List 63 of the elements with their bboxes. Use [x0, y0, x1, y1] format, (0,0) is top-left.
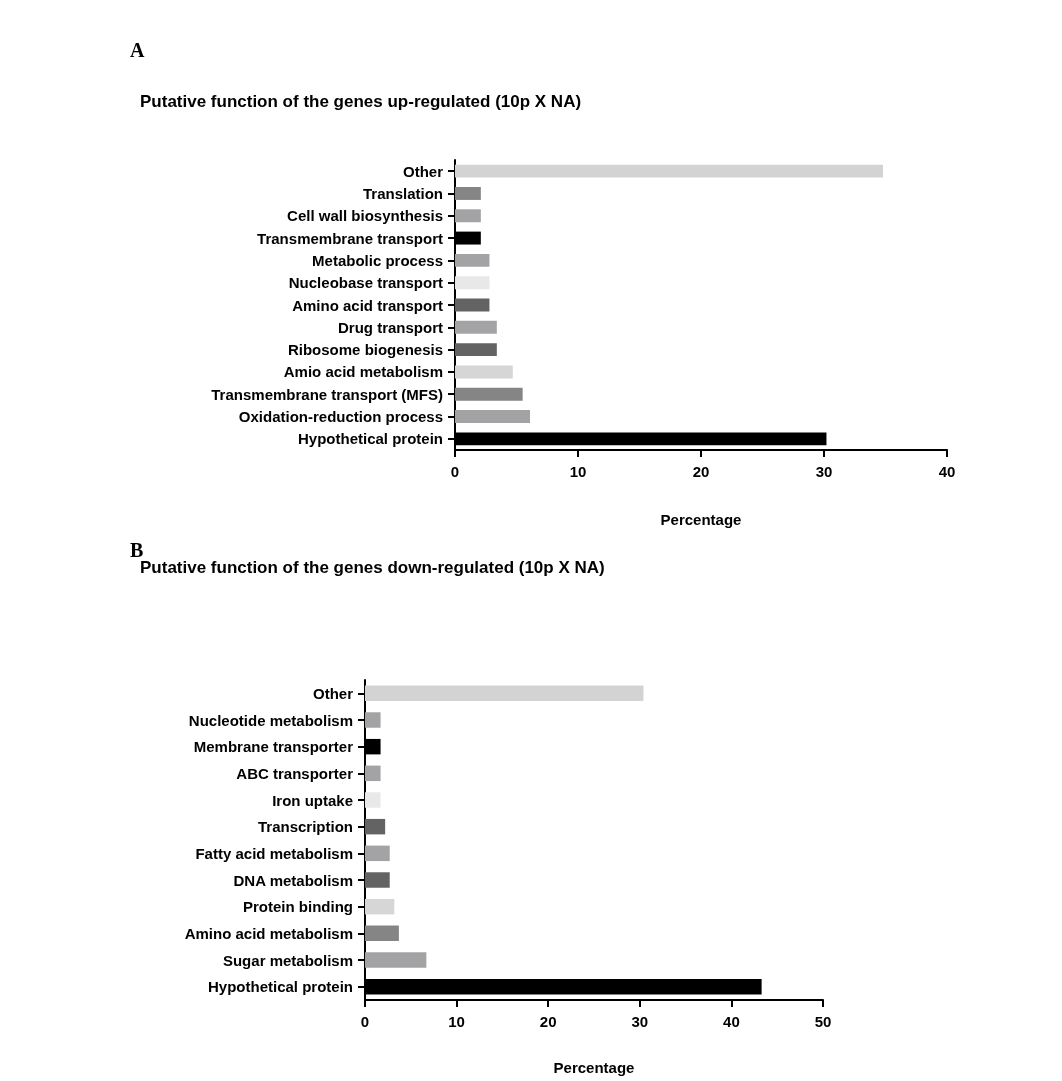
bar: [455, 343, 497, 357]
y-tick-label: Amio acid metabolism: [283, 363, 443, 381]
y-tick-label: Amino acid transport: [292, 296, 443, 314]
bar: [455, 276, 490, 290]
x-tick-label: 10: [448, 1013, 465, 1030]
bar: [365, 712, 381, 728]
bar: [365, 685, 644, 702]
y-tick-label: Cell wall biosynthesis: [287, 207, 443, 225]
bar: [365, 818, 386, 835]
x-tick-label: 30: [631, 1013, 649, 1030]
y-tick-label: Other: [402, 162, 444, 180]
bar: [365, 765, 381, 782]
bar: [365, 952, 427, 968]
y-tick-label: Iron uptake: [272, 791, 353, 809]
bar: [455, 253, 490, 267]
y-tick-label: Drug transport: [338, 318, 443, 336]
bar: [455, 410, 531, 424]
bar: [365, 792, 381, 808]
bar: [455, 298, 490, 312]
y-tick-label: DNA metabolism: [233, 871, 353, 889]
y-tick-label: Fatty acid metabolism: [195, 844, 353, 862]
y-tick-label: Protein binding: [243, 898, 353, 916]
y-tick-label: Amino acid metabolism: [184, 924, 353, 942]
bar: [365, 898, 395, 915]
bar: [455, 365, 513, 379]
y-tick-label: Hypothetical protein: [297, 430, 443, 448]
x-tick-label: 10: [569, 463, 587, 480]
x-axis-title: Percentage: [553, 1059, 635, 1076]
x-tick-label: 0: [360, 1013, 370, 1030]
bar: [455, 387, 523, 401]
text: A: [130, 39, 145, 61]
x-tick-label: 0: [450, 463, 460, 480]
y-tick-label: Transcription: [257, 818, 353, 836]
bar: [455, 164, 884, 178]
x-axis-title: Percentage: [660, 511, 742, 528]
y-tick-label: Oxidation-reduction process: [238, 408, 443, 426]
y-tick-label: Hypothetical protein: [207, 978, 353, 996]
y-tick-label: Nucleobase transport: [288, 274, 443, 292]
chart-title: Putative function of the genes down-regulated (10p X NA): [140, 558, 605, 577]
bar: [365, 925, 399, 942]
y-tick-label: Membrane transporter: [193, 738, 354, 756]
bar: [455, 209, 481, 223]
bar: [365, 872, 390, 888]
x-tick-label: 20: [692, 463, 710, 480]
y-tick-label: ABC transporter: [236, 764, 354, 782]
chart-title: Putative function of the genes up-regulated (10p X NA): [140, 92, 582, 111]
y-tick-label: Metabolic process: [312, 251, 443, 269]
x-tick-label: 40: [938, 463, 956, 480]
x-tick-label: 20: [539, 1013, 557, 1030]
x-tick-label: 30: [815, 463, 833, 480]
bar: [455, 186, 481, 200]
y-tick-label: Transmembrane transport: [257, 229, 443, 247]
x-tick-label: 50: [814, 1013, 832, 1030]
y-tick-label: Sugar metabolism: [222, 951, 353, 969]
bar: [455, 320, 497, 334]
y-tick-label: Transmembrane transport (MFS): [211, 385, 443, 403]
bar: [365, 845, 390, 862]
x-tick-label: 40: [723, 1013, 740, 1030]
y-tick-label: Other: [312, 684, 354, 702]
y-tick-label: Ribosome biogenesis: [287, 341, 443, 359]
y-tick-label: Nucleotide metabolism: [188, 711, 353, 729]
text: B: [130, 539, 144, 561]
y-tick-label: Translation: [362, 184, 443, 202]
